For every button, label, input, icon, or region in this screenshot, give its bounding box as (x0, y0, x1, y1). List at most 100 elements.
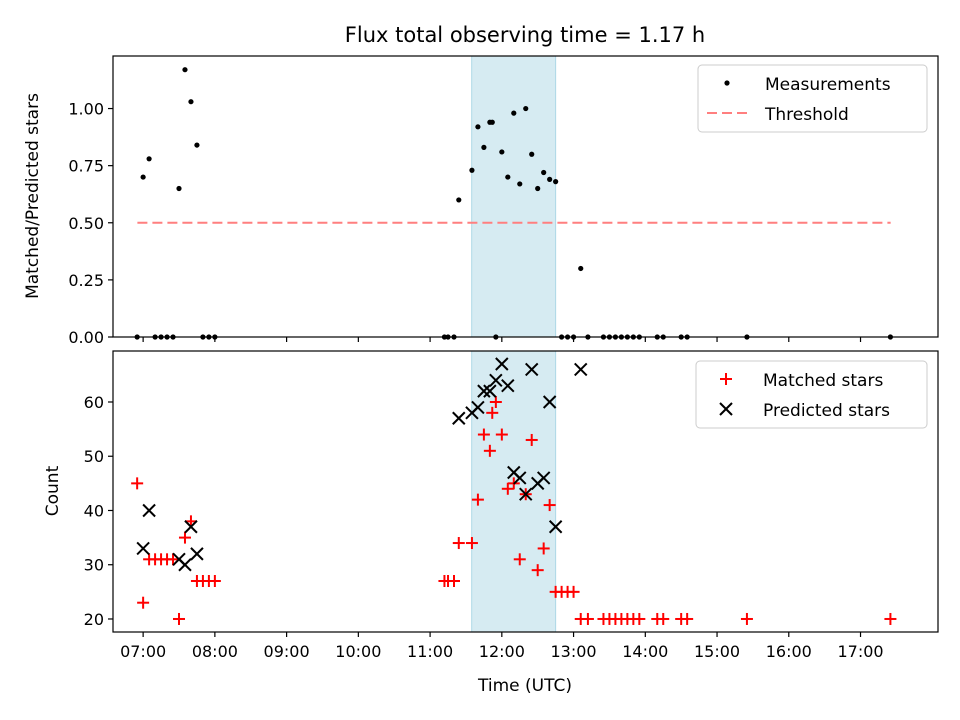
y-tick-label: 40 (84, 501, 104, 520)
y-tick-label: 0.00 (68, 328, 104, 347)
matched-star-point (167, 553, 180, 566)
legend-measurements-label: Measurements (765, 75, 891, 95)
legend-predicted-label: Predicted stars (763, 401, 890, 421)
measurement-point (578, 265, 584, 272)
measurement-point (499, 149, 505, 155)
predicted-star-point (495, 357, 509, 371)
legend-matched-marker (720, 373, 732, 385)
matched-star-point (452, 537, 465, 550)
bottom-y-axis: 20 30 40 50 60 (84, 393, 113, 629)
measurement-point (523, 105, 529, 112)
predicted-star-point (184, 520, 198, 534)
matched-star-point (537, 542, 550, 555)
measurement-point (529, 151, 535, 157)
x-tick-label: 13:00 (551, 642, 597, 661)
y-tick-label: 1.00 (68, 100, 104, 119)
matched-star-point (543, 499, 556, 512)
x-tick-label: 12:00 (479, 642, 525, 661)
measurement-point (176, 185, 182, 192)
matched-star-point (483, 444, 496, 457)
y-tick-label: 60 (84, 393, 104, 412)
matched-star-point (173, 612, 185, 625)
x-tick-label: 11:00 (407, 642, 453, 661)
top-y-axis: 0.00 0.25 0.50 0.75 1.00 (68, 100, 113, 347)
matched-star-point (208, 575, 221, 588)
x-tick-label: 10:00 (335, 642, 381, 661)
matched-star-point (489, 395, 502, 408)
legend-predicted-marker (719, 402, 733, 416)
predicted-star-point (452, 411, 466, 425)
y-tick-label: 30 (84, 556, 104, 575)
top-panel: Flux total observing time = 1.17 h 0.000… (23, 23, 939, 347)
x-tick-label: 07:00 (120, 642, 166, 661)
predicted-star-point (477, 384, 491, 398)
x-tick-label: 17:00 (837, 642, 883, 661)
measurement-point (146, 156, 152, 162)
measurement-point (535, 185, 541, 192)
matched-star-point (477, 428, 490, 441)
measurement-point (469, 167, 475, 173)
measurement-point (182, 67, 188, 73)
top-plot-frame (112, 55, 939, 338)
matched-star-point (471, 493, 484, 506)
y-tick-label: 0.50 (68, 214, 104, 233)
x-tick-label: 16:00 (766, 642, 812, 661)
predicted-star-point (136, 541, 150, 556)
top-x-ticks (142, 337, 862, 342)
y-tick-label: 50 (84, 447, 104, 466)
matched-star-point (633, 612, 646, 625)
top-legend: Measurements Threshold (697, 64, 928, 133)
bottom-x-axis: 07:00 08:00 09:00 10:00 11:00 12:00 13:00 14:00… (120, 632, 884, 661)
matched-star-point (131, 477, 144, 490)
top-chart-title: Flux total observing time = 1.17 h (345, 23, 705, 47)
legend-threshold-label: Threshold (764, 105, 849, 125)
measurement-point (456, 197, 462, 203)
predicted-star-point (501, 379, 515, 393)
measurement-point (475, 124, 481, 130)
predicted-star-point (471, 400, 485, 415)
matched-star-point (657, 612, 670, 625)
matched-star-point (525, 433, 538, 446)
matched-star-point (486, 406, 499, 419)
matched-star-point (740, 612, 753, 625)
y-tick-label: 0.25 (68, 271, 104, 290)
matched-star-point (178, 531, 191, 544)
bottom-y-axis-label: Count (43, 465, 63, 516)
measurement-point (553, 179, 559, 185)
bottom-panel: 20 30 40 50 60 07:00 08:00 09:00 10:00 11:00 12:0… (43, 350, 939, 696)
predicted-star-point (519, 487, 533, 501)
matched-star-point (465, 537, 478, 550)
legend-measurements-marker (724, 80, 730, 86)
measurement-point (547, 176, 553, 182)
measurement-point (541, 169, 547, 176)
bottom-highlight-span (471, 350, 557, 633)
measurement-point (511, 110, 517, 116)
measurement-point (140, 174, 146, 180)
top-highlight-span (471, 55, 557, 338)
matched-star-point (501, 482, 514, 495)
top-points (134, 67, 894, 340)
bottom-plot-frame (112, 350, 939, 633)
predicted-star-point (536, 471, 551, 485)
x-axis-label: Time (UTC) (477, 676, 572, 696)
predicted-star-point (483, 384, 497, 398)
matched-star-point (531, 564, 544, 577)
measurement-point (517, 181, 523, 187)
x-tick-label: 15:00 (694, 642, 740, 661)
predicted-star-point (190, 547, 204, 561)
matched-star-point (884, 612, 897, 625)
top-y-axis-label: Matched/Predicted stars (23, 93, 43, 299)
matched-star-point (567, 585, 580, 598)
measurement-point (505, 174, 511, 180)
predicted-star-point (178, 558, 192, 572)
bottom-points (131, 357, 897, 625)
predicted-star-point (489, 373, 503, 388)
matched-star-point (681, 612, 694, 625)
predicted-star-point (542, 395, 557, 409)
y-tick-label: 0.75 (68, 157, 104, 176)
matched-star-point (137, 596, 150, 609)
matched-star-point (448, 575, 460, 588)
x-tick-label: 08:00 (192, 642, 238, 661)
predicted-star-point (548, 520, 563, 534)
